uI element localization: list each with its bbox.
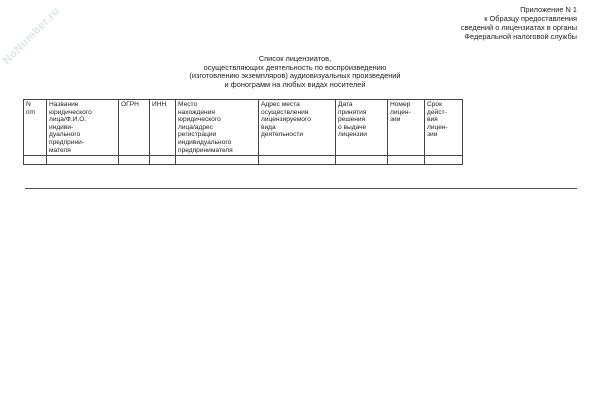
appendix-line: Приложение N 1: [520, 5, 577, 14]
cell: [46, 155, 119, 166]
header-cell: Срок дейст- вия лицен- зии: [424, 98, 463, 157]
cell: [387, 155, 425, 166]
appendix-line: к Образцу предоставления: [484, 14, 577, 23]
header-cell: Адрес места осуществления лицензируемого…: [258, 98, 336, 157]
header-cell: Название юридического лица/Ф.И.О. индиви…: [46, 98, 119, 157]
header-cell: ИНН: [149, 98, 176, 157]
watermark: NoNumber.ru: [0, 5, 63, 67]
cell: [149, 155, 176, 166]
cell: [424, 155, 463, 166]
appendix-note: Приложение N 1 к Образцу предоставления …: [461, 5, 577, 41]
cell: [258, 155, 336, 166]
title-line: и фонограмм на любых видах носителей: [224, 79, 366, 89]
title-line: Список лицензиатов,: [258, 54, 332, 63]
licensees-table: N п/п Название юридического лица/Ф.И.О. …: [23, 98, 463, 166]
cell: [175, 155, 259, 166]
header-cell: ОГРН: [118, 98, 150, 157]
cell: [118, 155, 150, 166]
appendix-line: Федеральной налоговой службы: [464, 32, 577, 41]
header-cell: Номер лицен- зии: [387, 98, 425, 157]
appendix-line: сведений о лицензиатах в органы: [460, 23, 577, 32]
table-row: [23, 155, 463, 166]
document-title: Список лицензиатов, осуществляющих деяте…: [170, 54, 420, 89]
title-line: осуществляющих деятельность по воспроизв…: [203, 62, 387, 72]
table-header-row: N п/п Название юридического лица/Ф.И.О. …: [23, 98, 463, 157]
divider: [25, 188, 577, 189]
header-cell: Дата принятия решения о выдаче лицензии: [335, 98, 388, 157]
header-cell: Место нахождения юридического лица/адрес…: [175, 98, 259, 157]
cell: [335, 155, 388, 166]
title-line: (изготовлению экземпляров) аудиовизуальн…: [189, 71, 401, 81]
header-cell: N п/п: [23, 98, 47, 157]
cell: [23, 155, 47, 166]
